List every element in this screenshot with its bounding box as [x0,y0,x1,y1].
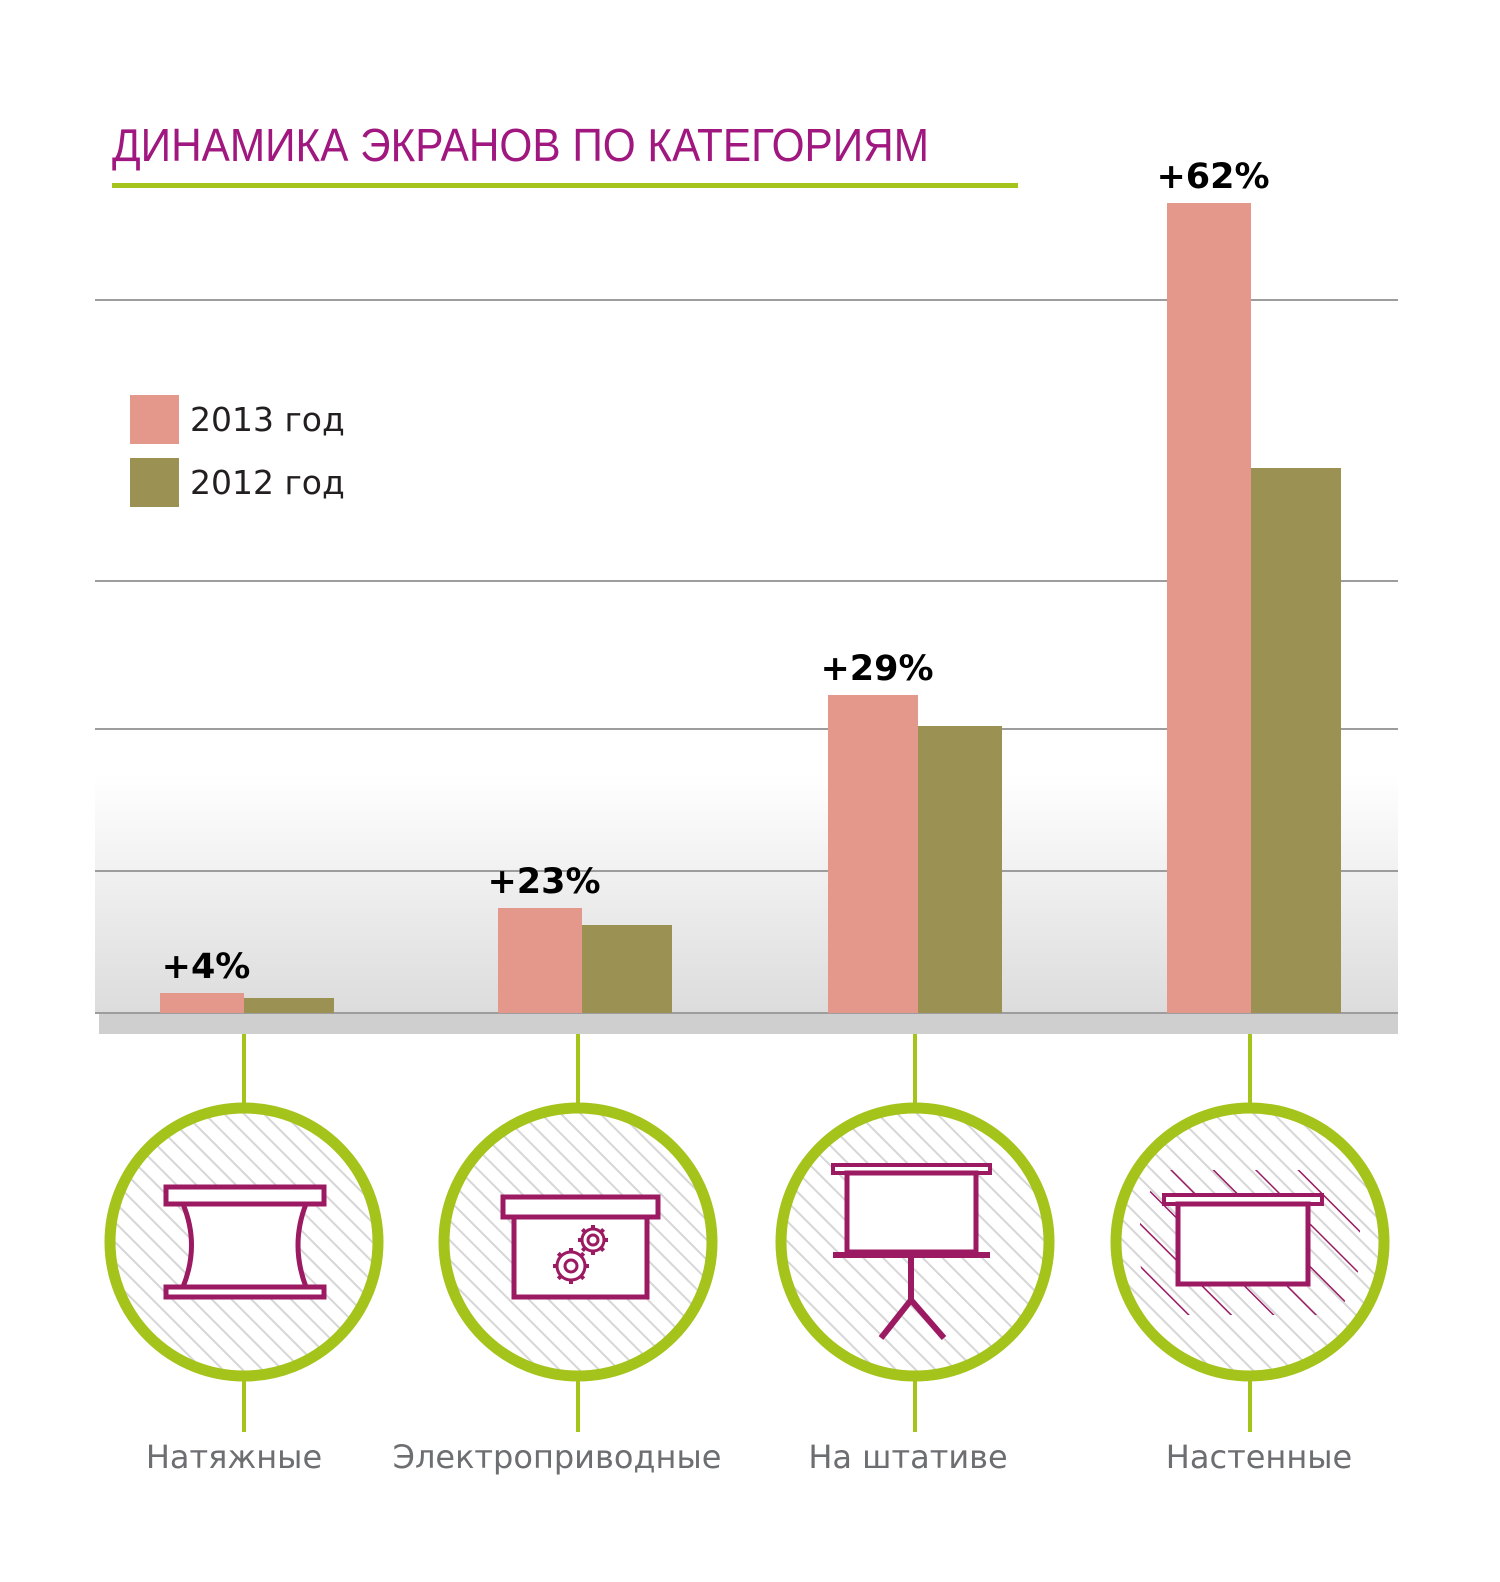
growth-label: +29% [820,649,934,689]
category-label: Электроприводные [392,1438,722,1476]
bar-2013-2 [498,908,582,1013]
baseline-band [99,1013,1398,1034]
bars [160,203,1341,1013]
category-label: Натяжные [145,1438,323,1476]
bar-2012-3 [918,726,1002,1013]
category-connectors [242,1034,1252,1432]
wall-screen-icon [1140,1170,1360,1315]
bar-2012-4 [1251,468,1341,1013]
bar-2012-2 [582,925,672,1013]
growth-label: +4% [161,947,251,987]
category-label: Настенные [1165,1438,1353,1476]
legend-swatch [130,458,179,507]
bar-2012-1 [244,998,334,1013]
category-icons [104,1102,1390,1382]
tensioned-screen-icon [163,1184,327,1300]
bar-2013-1 [160,993,244,1013]
tripod-screen-icon [831,1163,992,1340]
bar-2013-3 [828,695,918,1013]
title-underline [112,183,1018,188]
category-label: На штативе [808,1438,1008,1476]
growth-label: +23% [487,862,601,902]
chart-title: ДИНАМИКА ЭКРАНОВ ПО КАТЕГОРИЯМ [112,119,930,171]
bar-2013-4 [1167,203,1251,1013]
legend-label: 2012 год [190,463,345,502]
legend-swatch [130,395,179,444]
motorized-screen-icon [500,1194,661,1300]
growth-label: +62% [1156,157,1270,197]
legend-label: 2013 год [190,400,345,439]
